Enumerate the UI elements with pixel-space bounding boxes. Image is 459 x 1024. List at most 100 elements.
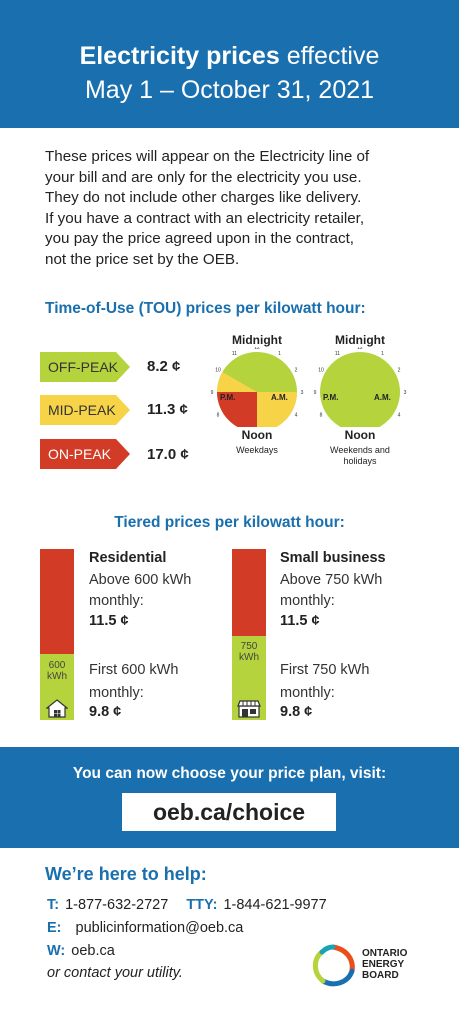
residential-bar-label-unit: kWh: [47, 671, 67, 682]
phone-key: T:: [47, 897, 60, 913]
utility-text: or contact your utility.: [47, 965, 183, 981]
clock-hour-number: 11: [232, 351, 237, 357]
oeb-logo-text: ONTARIO ENERGY BOARD: [362, 948, 407, 981]
weekday-clock: P.M. A.M. 121234567891011: [211, 347, 304, 427]
help-heading: We’re here to help:: [45, 864, 207, 884]
phone-line: T: 1-877-632-2727 TTY: 1-844-621-9977: [47, 897, 327, 913]
choose-plan-text: You can now choose your price plan, visi…: [72, 765, 387, 782]
residential-upper-bar: [40, 549, 74, 654]
mid-peak-price: 11.3 ¢: [147, 401, 188, 418]
business-upper-line1: Above 750 kWh: [280, 572, 383, 588]
on-peak-price: 17.0 ¢: [147, 446, 189, 463]
weekday-clock-noon: Noon: [241, 428, 273, 442]
logo-line: ENERGY: [362, 959, 405, 970]
weekday-midpeak-am-segment: [257, 392, 297, 427]
tiered-heading: Tiered prices per kilowatt hour:: [114, 514, 345, 531]
weekend-caption-line2: holidays: [343, 456, 377, 466]
residential-upper-line1: Above 600 kWh: [89, 572, 192, 588]
weekday-caption: Weekdays: [236, 445, 278, 455]
intro-text: These prices will appear on the Electric…: [45, 147, 425, 271]
email-key: E:: [47, 920, 62, 936]
weekday-pm-label: P.M.: [220, 393, 235, 402]
header-banner: Electricity prices effective May 1 – Oct…: [0, 0, 459, 128]
clock-hour-number: 10: [215, 368, 221, 374]
business-lower-price: 9.8 ¢: [280, 704, 313, 720]
clock-hour-number: 3: [404, 390, 407, 396]
mid-peak-tag: MID-PEAK: [40, 395, 130, 425]
weekend-caption-line1: Weekends and: [330, 445, 390, 455]
clock-hour-number: 3: [301, 390, 304, 396]
residential-upper-price: 11.5 ¢: [89, 613, 129, 629]
email-line: E: publicinformation@oeb.ca: [47, 920, 243, 936]
choose-plan-banner: You can now choose your price plan, visi…: [0, 747, 459, 848]
tty-key: TTY:: [186, 897, 218, 913]
weekend-clock-midnight: Midnight: [335, 333, 385, 347]
mid-peak-label: MID-PEAK: [48, 402, 116, 418]
clock-hour-number: 1: [381, 351, 384, 357]
tty-number[interactable]: 1-844-621-9977: [223, 897, 327, 913]
clock-hour-number: 8: [217, 413, 220, 419]
header-dates: May 1 – October 31, 2021: [84, 76, 375, 104]
off-peak-tag: OFF-PEAK: [40, 352, 130, 382]
intro-line: you pay the price agreed upon in the con…: [45, 230, 355, 248]
residential-lower-line1: First 600 kWh: [89, 662, 179, 678]
residential-lower-line2: monthly:: [89, 685, 144, 701]
intro-line: These prices will appear on the Electric…: [45, 148, 370, 165]
intro-line: your bill and are only for the electrici…: [45, 168, 362, 186]
weekend-clock: P.M. A.M. 121234567891011: [314, 347, 407, 427]
business-upper-price: 11.5 ¢: [280, 613, 320, 629]
residential-lower-price: 9.8 ¢: [89, 704, 122, 720]
clock-hour-number: 1: [278, 351, 281, 357]
clock-hour-number: 4: [398, 413, 401, 419]
weekend-am-label: A.M.: [374, 393, 391, 402]
off-peak-price: 8.2 ¢: [147, 358, 181, 375]
choose-plan-link[interactable]: oeb.ca/choice: [122, 793, 336, 831]
intro-line: They do not include other charges like d…: [45, 189, 362, 207]
clock-hour-number: 12: [254, 347, 260, 351]
business-bar-label-value: 750: [240, 641, 258, 652]
clock-hour-number: 9: [314, 390, 317, 396]
business-title: Small business: [280, 550, 386, 566]
clock-hour-number: 2: [398, 368, 401, 374]
business-bar-label-unit: kWh: [239, 652, 259, 663]
residential-title: Residential: [89, 550, 167, 566]
phone-number[interactable]: 1-877-632-2727: [65, 897, 169, 913]
residential-bar-label: 600 kWh: [40, 660, 74, 682]
business-bar-label: 750 kWh: [232, 641, 266, 663]
business-upper-bar: [232, 549, 266, 636]
weekday-clock-midnight: Midnight: [232, 333, 282, 347]
clock-hour-number: 2: [295, 368, 298, 374]
logo-line: BOARD: [362, 970, 399, 981]
web-line: W: oeb.ca: [47, 943, 115, 959]
weekday-midpeak-pm-segment: [217, 372, 257, 392]
weekday-am-label: A.M.: [271, 393, 288, 402]
weekend-offpeak-segment: [320, 352, 400, 427]
business-lower-line2: monthly:: [280, 685, 335, 701]
on-peak-tag: ON-PEAK: [40, 439, 130, 469]
web-link[interactable]: oeb.ca: [71, 943, 115, 959]
clock-hour-number: 12: [357, 347, 363, 351]
oeb-logo-icon: [312, 944, 355, 987]
email-link[interactable]: publicinformation@oeb.ca: [75, 920, 244, 936]
clock-hour-number: 10: [318, 368, 324, 374]
logo-line: ONTARIO: [362, 948, 408, 959]
house-icon: [46, 699, 68, 718]
on-peak-label: ON-PEAK: [48, 446, 112, 462]
residential-upper-line2: monthly:: [89, 593, 144, 609]
business-upper-line2: monthly:: [280, 593, 335, 609]
intro-line: not the price set by the OEB.: [45, 250, 240, 268]
off-peak-label: OFF-PEAK: [48, 359, 119, 375]
weekend-clock-noon: Noon: [344, 428, 376, 442]
intro-line: If you have a contract with an electrici…: [45, 209, 365, 227]
business-lower-line1: First 750 kWh: [280, 662, 370, 678]
residential-bar-label-value: 600: [48, 660, 66, 671]
weekday-onpeak-segment: [217, 392, 257, 427]
web-key: W:: [47, 943, 66, 959]
weekend-pm-label: P.M.: [323, 393, 338, 402]
storefront-icon: [237, 700, 261, 718]
clock-hour-number: 4: [295, 413, 298, 419]
header-title: Electricity prices effective: [79, 42, 380, 70]
clock-hour-number: 9: [211, 390, 214, 396]
tou-heading: Time-of-Use (TOU) prices per kilowatt ho…: [45, 300, 366, 317]
clock-hour-number: 8: [320, 413, 323, 419]
